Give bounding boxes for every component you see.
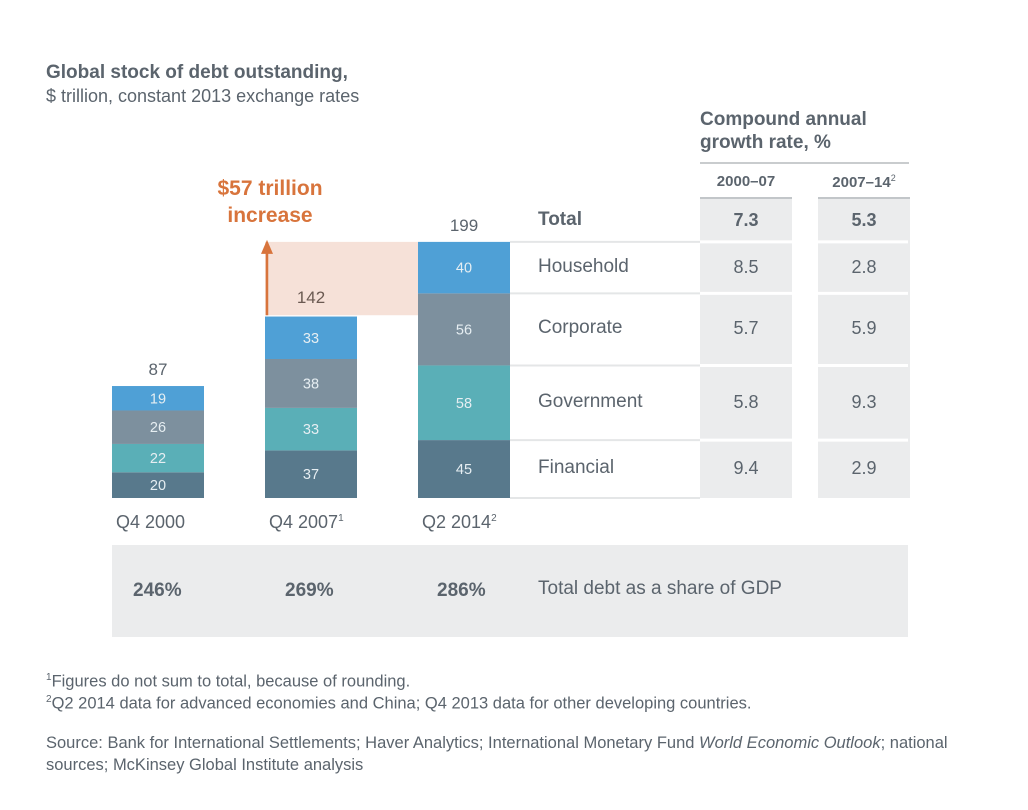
segment-value-label: 33 [303, 422, 319, 438]
bar-total-label: 142 [297, 288, 325, 307]
source-prefix: Source: Bank for International Settlemen… [46, 734, 700, 752]
cagr-cell-value: 8.5 [733, 256, 759, 277]
segment-value-label: 20 [150, 478, 166, 494]
segment-value-label: 56 [456, 322, 472, 338]
segment-value-label: 22 [150, 451, 166, 467]
annotation-line2: increase [227, 204, 313, 227]
footnote-text: Q2 2014 data for advanced economies and … [51, 694, 752, 713]
cagr-table-title: Compound annual growth rate, % [700, 108, 920, 154]
cagr-title-rule [700, 162, 909, 164]
cagr-row-label: Financial [538, 457, 615, 479]
cagr-column-fill [818, 199, 910, 498]
segment-value-label: 37 [303, 467, 319, 483]
cagr-column-fill [700, 199, 792, 498]
cagr-cell-value: 2.8 [851, 256, 877, 277]
segment-value-label: 26 [150, 420, 166, 436]
increase-annotation: $57 trillion increase [190, 175, 350, 229]
category-label: Q4 2000 [116, 512, 186, 532]
chart-title: Global stock of debt outstanding, [46, 62, 348, 83]
bar-total-label: 87 [149, 360, 168, 379]
cagr-title-line2: growth rate, % [700, 132, 831, 153]
cagr-cell-value: 7.3 [733, 209, 759, 230]
source-suffix: ; national sources; McKinsey Global Inst… [46, 734, 948, 774]
stacked-bar-chart: 20 22 26 19 87 37 33 38 33 142 45 58 56 40 199 [112, 197, 910, 499]
bar-segment-government [112, 443, 204, 473]
chart-subtitle: $ trillion, constant 2013 exchange rates [46, 86, 360, 106]
segment-value-label: 45 [456, 462, 472, 478]
footnote-2: 2Q2 2014 data for advanced economies and… [46, 694, 751, 714]
segment-value-label: 33 [303, 331, 319, 347]
gdp-share-value: 269% [285, 580, 334, 601]
footnote-text: Figures do not sum to total, because of … [51, 672, 411, 691]
segment-value-label: 40 [456, 261, 472, 277]
cagr-row-label: Total [538, 208, 582, 230]
cagr-cell-value: 9.3 [851, 391, 877, 412]
cagr-cell-value: 2.9 [851, 458, 877, 479]
cagr-cell-value: 9.4 [733, 458, 759, 479]
bar-segment-corporate [418, 293, 510, 366]
bar-segment-corporate [112, 410, 204, 444]
cagr-column-header: 2007–142 [832, 173, 896, 191]
bar-segment-corporate [265, 359, 357, 408]
bar-segment-financial [112, 472, 204, 498]
increase-band [265, 241, 418, 316]
cagr-column-rule [700, 197, 792, 199]
bar-segment-government [265, 407, 357, 451]
category-label: Q2 20142 [422, 512, 497, 532]
segment-value-label: 58 [456, 396, 472, 412]
category-label: Q4 20071 [269, 512, 344, 532]
cagr-row-label: Government [538, 390, 643, 412]
cagr-column-rule [818, 197, 910, 199]
cagr-column-header: 2000–07 [716, 173, 776, 190]
footnote-marker: 2 [46, 694, 52, 705]
segment-value-label: 38 [303, 376, 319, 392]
gdp-share-value: 286% [437, 580, 486, 601]
bar-segment-household [418, 241, 510, 294]
gdp-share-panel [112, 545, 908, 637]
cagr-cell-value: 5.9 [851, 318, 877, 339]
cagr-title-line1: Compound annual [700, 109, 867, 130]
cagr-row-label: Household [538, 255, 629, 277]
bar-segment-financial [418, 440, 510, 498]
cagr-cell-value: 5.7 [733, 318, 759, 339]
gdp-share-label: Total debt as a share of GDP [538, 578, 782, 599]
source-italic: World Economic Outlook [699, 734, 881, 752]
increase-arrow-head-icon [261, 239, 273, 254]
gdp-share-value: 246% [133, 580, 182, 601]
bar-segment-government [418, 365, 510, 441]
cagr-cell-value: 5.3 [851, 209, 877, 230]
bar-segment-household [265, 316, 357, 360]
bar-segment-financial [265, 450, 357, 498]
annotation-line1: $57 trillion [217, 177, 323, 200]
bar-segment-household [112, 386, 204, 411]
footnote-marker: 1 [46, 672, 52, 683]
cagr-cell-value: 5.8 [733, 391, 759, 412]
segment-value-label: 19 [150, 391, 166, 407]
source-note: Source: Bank for International Settlemen… [46, 732, 966, 776]
cagr-row-label: Corporate [538, 317, 623, 339]
bar-total-label: 199 [450, 216, 478, 235]
footnote-1: 1Figures do not sum to total, because of… [46, 672, 410, 692]
